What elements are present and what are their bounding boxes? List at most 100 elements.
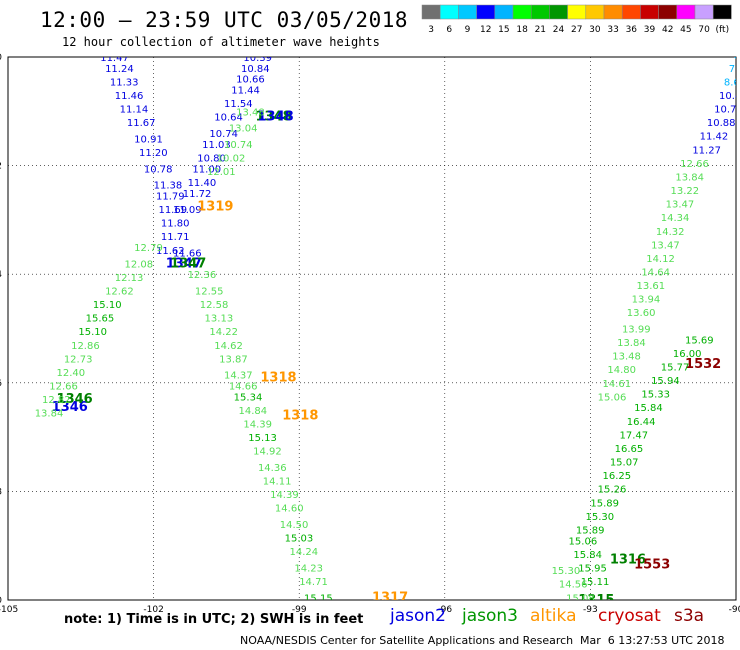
data-label: 15.89 [590,498,619,509]
data-label: 13.04 [229,124,258,135]
footer-note: note: 1) Time is in UTC; 2) SWH is in fe… [64,612,364,627]
data-label: 11.09 [173,205,202,216]
data-label: 15.03 [285,534,314,545]
data-label: 11.67 [127,118,156,129]
legend-swatch [712,4,732,20]
data-label: 1553 [634,558,670,573]
data-label: 14.71 [299,577,328,588]
data-label: 15.77 [661,363,690,374]
data-label: 11.79 [156,191,185,202]
data-label: 11.72 [183,189,212,200]
data-label: 1315 [578,593,614,608]
data-label: 14.60 [275,504,304,515]
data-label: 15.06 [598,392,627,403]
data-label: 15.10 [78,327,107,338]
data-label: 13.60 [627,308,656,319]
data-label: 14.84 [239,406,268,417]
data-label: 14.56 [559,580,588,591]
y-tick-label: -48 [0,487,2,497]
data-label: 13.13 [205,314,234,325]
data-label: 13.84 [617,338,646,349]
data-label: 11.47 [100,53,129,64]
data-label: 13.84 [35,409,64,420]
y-tick-label: -46 [0,379,2,389]
data-label: 16.44 [627,417,656,428]
data-label: 12.86 [71,341,100,352]
data-label: 16.65 [615,444,644,455]
legend-label: 12 [480,25,491,35]
legend-label: 18 [516,25,528,35]
data-label: 14.32 [656,227,685,238]
page-title: 12:00 – 23:59 UTC 03/05/2018 [40,8,409,32]
data-label: 16.25 [603,471,632,482]
data-label: 14.92 [253,447,282,458]
data-label: 10.91 [134,134,163,145]
data-label: 1532 [685,357,721,372]
data-label: 11.33 [110,77,139,88]
y-tick-label: -42 [0,162,2,172]
data-label: 14.64 [641,267,670,278]
data-label: 12.40 [57,368,86,379]
data-label: 11.24 [105,64,134,75]
data-label: 15.26 [598,485,627,496]
data-label: 11.14 [120,105,149,116]
data-label: 10.02 [217,153,246,164]
timestamp: Mar 6 13:27:53 UTC 2018 [580,634,725,647]
data-label: 8.0 [734,50,740,61]
data-label: 12.62 [105,286,134,297]
data-label: 13.48 [612,352,641,363]
data-label: 10.66 [236,75,265,86]
data-label: 15.07 [610,458,639,469]
data-label: 12.73 [64,354,93,365]
data-label: 15.11 [581,577,610,588]
x-tick-label: -102 [143,605,163,615]
data-label: 14.12 [646,254,675,265]
legend-s3a: s3a [674,606,705,626]
data-label: 12.66 [680,159,709,170]
data-label: 13.47 [651,240,680,251]
legend-label: 42 [662,25,673,35]
data-label: 15.30 [552,566,581,577]
data-label: 14.23 [294,563,323,574]
data-label: 11.62 [156,246,185,257]
data-label: 1346 [52,400,88,415]
data-label: 10.64 [214,113,243,124]
data-label: 1318 [260,370,296,385]
data-label: 10.84 [241,64,270,75]
data-label: 1347 [166,256,202,271]
legend-label: (ft) [716,25,730,35]
data-label: 16.00 [673,349,702,360]
data-label: 15.30 [586,512,615,523]
data-label: 12.66 [49,382,78,393]
legend-label: 24 [553,25,565,35]
legend-label: 6 [446,25,452,35]
data-label: 11.46 [115,91,144,102]
y-tick-label: -40 [0,53,2,63]
data-label: 10.78 [144,164,173,175]
data-label: 10.74 [224,140,253,151]
legend-jason2: jason2 [390,606,446,626]
legend-label: 70 [698,25,710,35]
legend-label: 45 [680,25,691,35]
page-subtitle: 12 hour collection of altimeter wave hei… [62,35,380,49]
legend-label: 33 [607,25,618,35]
data-label: 11.00 [192,164,221,175]
data-label: 14.24 [289,547,318,558]
data-label: 15.94 [651,376,680,387]
data-label: 14.61 [603,379,632,390]
data-label: 17.47 [620,430,649,441]
data-label: 14.34 [661,213,690,224]
legend-label: 9 [465,25,471,35]
data-label: 13.61 [637,281,666,292]
data-label: 12.13 [115,273,144,284]
data-label: 11.27 [692,145,721,156]
data-label: 15.08 [566,593,595,604]
legend-altika: altika [530,606,577,626]
data-label: 15.84 [634,403,663,414]
data-label: 15.65 [86,314,115,325]
data-label: 15.13 [248,433,277,444]
data-label: 13.84 [675,172,704,183]
wave-height-map: -105 -102 -99 -96 -93 -90 -40 -42 -44 -46 -48 -50 11… [0,50,740,615]
data-label: 11.42 [700,132,729,143]
data-label: 15.15 [304,593,333,604]
